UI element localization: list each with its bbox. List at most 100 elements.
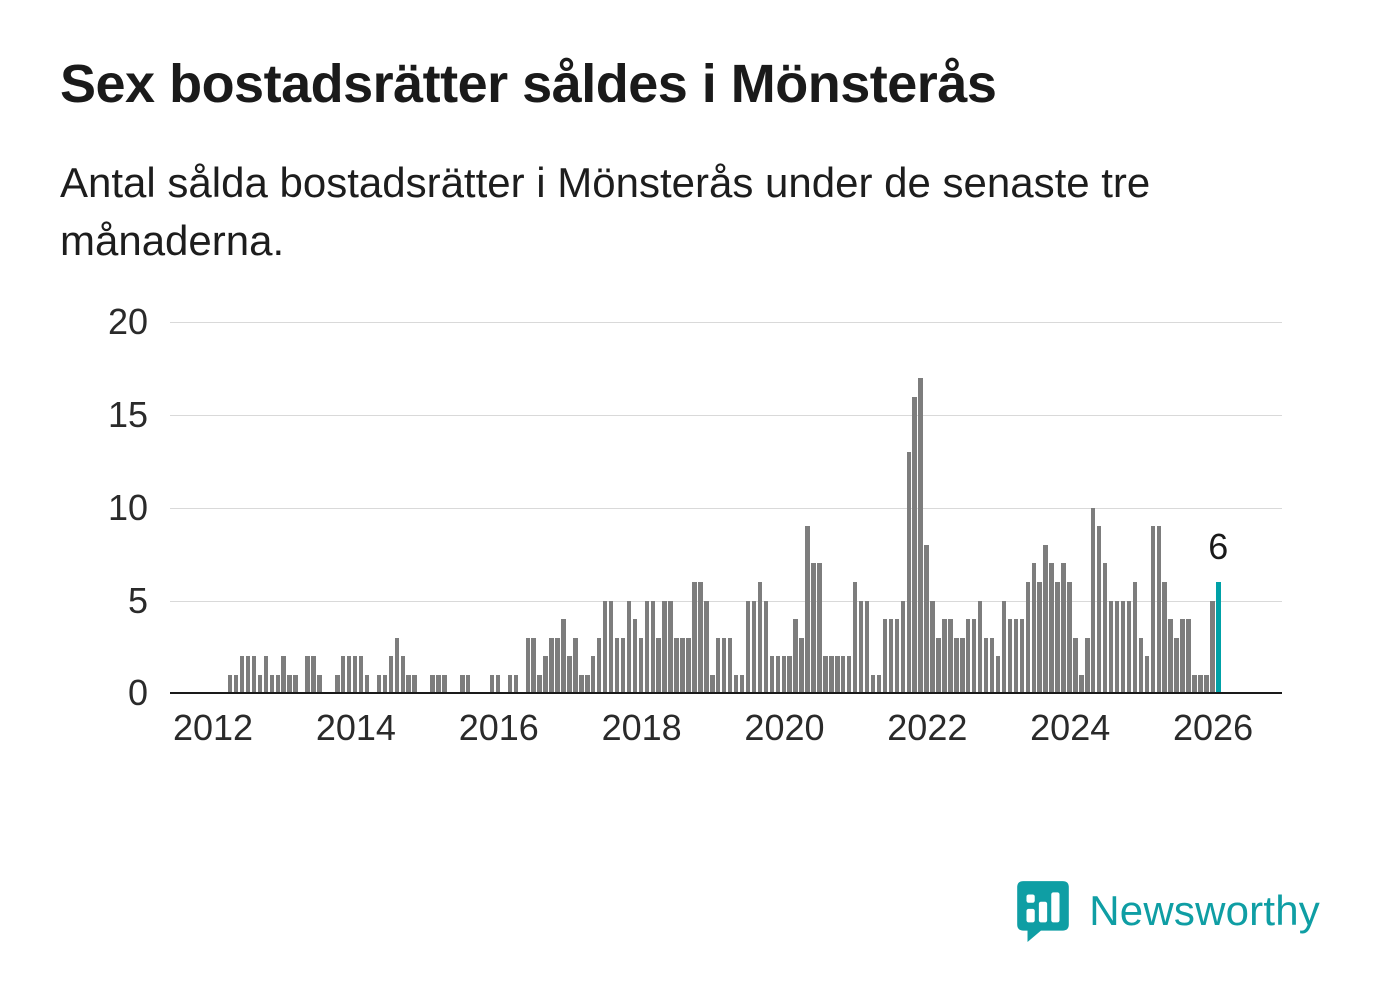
bar [954, 637, 959, 694]
x-tick-label: 2024 [1030, 707, 1111, 749]
y-tick-label: 15 [107, 394, 148, 436]
bar [662, 600, 667, 694]
bar [739, 674, 745, 694]
bar [1007, 619, 1013, 694]
bar-chart-speech-bubble-icon [1013, 879, 1073, 943]
bar [733, 674, 739, 694]
bar [751, 600, 757, 694]
bar [930, 600, 935, 694]
bar [1156, 526, 1161, 694]
bar [829, 656, 834, 694]
bar [293, 674, 298, 694]
bar [650, 600, 655, 694]
y-tick-label: 20 [107, 301, 148, 343]
bar [763, 600, 769, 694]
bar [1091, 507, 1096, 694]
bar [900, 600, 905, 694]
bar [912, 396, 917, 694]
bar [1102, 563, 1108, 694]
bar [1013, 619, 1019, 694]
bar [346, 656, 352, 694]
bar [596, 637, 602, 694]
bar [638, 637, 644, 694]
brand-footer: Newsworthy [1013, 879, 1320, 943]
y-tick-label: 5 [127, 579, 148, 621]
bar [823, 656, 828, 694]
bar [317, 674, 322, 694]
bar [620, 637, 626, 694]
bar [585, 674, 590, 694]
bar [591, 656, 596, 694]
bar [1073, 637, 1078, 694]
bar [602, 600, 608, 694]
bar [412, 674, 417, 694]
bar [573, 637, 578, 694]
bar [727, 637, 733, 694]
bar [1025, 582, 1030, 694]
bar [977, 600, 983, 694]
bar [841, 656, 846, 694]
x-tick-label: 2020 [744, 707, 825, 749]
bar [245, 656, 251, 694]
bar [364, 674, 370, 694]
bar [608, 600, 614, 694]
bar [942, 619, 947, 694]
bar [436, 674, 441, 694]
bar [311, 656, 316, 694]
bar [948, 619, 953, 694]
x-tick-label: 2012 [172, 707, 254, 749]
bar [1114, 600, 1120, 694]
bar [400, 656, 405, 694]
chart-subtitle: Antal sålda bostadsrätter i Mönsterås un… [60, 159, 1151, 265]
bar [537, 674, 542, 694]
bar [1126, 600, 1132, 694]
bar [388, 656, 394, 694]
bar [787, 656, 792, 694]
y-tick-label: 10 [107, 486, 148, 528]
bar [971, 619, 977, 694]
bar [960, 637, 965, 694]
bar-chart: 6 0 5 10 15 20 2012 2014 2016 2018 2020 2022 2024 2… [0, 301, 1382, 753]
last-value-label: 6 [1208, 526, 1229, 567]
bar [358, 656, 364, 694]
bar [1055, 582, 1060, 694]
bar [989, 637, 995, 694]
bar [1192, 674, 1197, 694]
bar [466, 674, 471, 694]
bar [525, 637, 530, 694]
bar [233, 674, 239, 694]
bar [781, 656, 786, 694]
bar [835, 656, 840, 694]
bar [555, 637, 560, 694]
bar [430, 674, 435, 694]
bar [281, 656, 286, 694]
bar [305, 656, 310, 694]
bar [882, 619, 888, 694]
brand-name: Newsworthy [1089, 887, 1320, 934]
bar [888, 619, 894, 694]
bar [1132, 582, 1138, 694]
bar [1180, 619, 1185, 694]
bar [757, 582, 763, 694]
bar [668, 600, 673, 694]
bar [1001, 600, 1007, 694]
bar [995, 656, 1001, 694]
gridline [170, 507, 1282, 509]
bar [549, 637, 554, 694]
bar [1085, 637, 1090, 694]
bar [1037, 582, 1042, 694]
bar [656, 637, 661, 694]
bar [567, 656, 572, 694]
bar [1186, 619, 1191, 694]
bar [686, 637, 691, 694]
bar [614, 637, 620, 694]
bar [394, 637, 400, 694]
bar [704, 600, 709, 694]
bar [966, 619, 971, 694]
highlighted-bar [1216, 582, 1221, 694]
bar [442, 674, 447, 694]
bar [924, 544, 929, 694]
bar [1031, 563, 1036, 694]
bar [1204, 674, 1209, 694]
